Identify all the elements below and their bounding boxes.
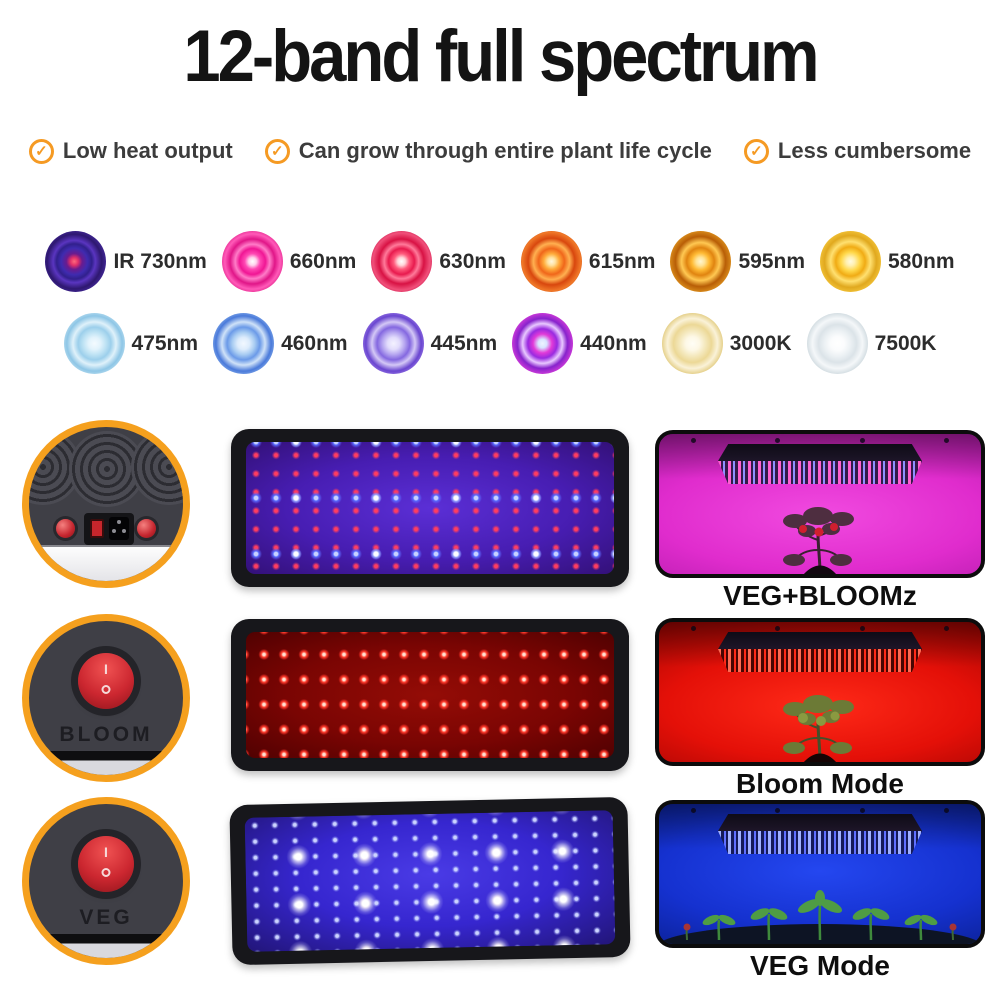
switch-on-mark: I bbox=[104, 844, 108, 860]
band-label: 615nm bbox=[588, 249, 656, 273]
band-label: 580nm bbox=[888, 249, 955, 273]
seedlings-illustration bbox=[659, 890, 981, 944]
band-label: 475nm bbox=[131, 331, 199, 355]
feature-list: ✓ Low heat output ✓ Can grow through ent… bbox=[0, 138, 1000, 164]
veg-switch-label: VEG bbox=[79, 906, 133, 929]
led-swatch-3000k bbox=[661, 313, 723, 374]
check-icon: ✓ bbox=[28, 138, 54, 164]
mode-caption-veg: VEG Mode bbox=[749, 950, 890, 981]
power-inlet bbox=[109, 517, 129, 540]
led-swatch-445 bbox=[362, 313, 424, 374]
hanging-grow-light bbox=[718, 632, 922, 672]
band-615: 615nm bbox=[520, 231, 656, 292]
band-630: 630nm bbox=[371, 231, 506, 292]
lamp-housing bbox=[718, 444, 922, 461]
mount-dots bbox=[691, 808, 949, 813]
lamp-led-face bbox=[718, 461, 922, 484]
spectrum-row-2: 475nm 460nm 445nm 440nm 3000K 7500K bbox=[0, 313, 1000, 374]
led-array-mixed bbox=[246, 442, 614, 574]
plant-illustration bbox=[783, 695, 854, 762]
band-445: 445nm bbox=[362, 313, 498, 374]
panel-edge bbox=[29, 545, 183, 581]
scene-veg-bloom bbox=[655, 430, 985, 578]
band-label: 445nm bbox=[430, 331, 498, 355]
switch-off-mark bbox=[101, 685, 111, 694]
feature-less-cumbersome: ✓ Less cumbersome bbox=[743, 138, 972, 164]
led-swatch-475 bbox=[63, 313, 125, 374]
lamp-led-face bbox=[718, 831, 922, 854]
page-title: 12-band full spectrum bbox=[183, 15, 819, 98]
band-440: 440nm bbox=[512, 313, 647, 374]
feature-low-heat: ✓ Low heat output bbox=[28, 138, 233, 164]
band-580: 580nm bbox=[820, 231, 955, 292]
check-icon: ✓ bbox=[264, 138, 290, 164]
plant-illustration bbox=[783, 507, 854, 574]
mount-dots bbox=[691, 626, 949, 631]
led-swatch-660 bbox=[221, 231, 283, 292]
led-swatch-615 bbox=[520, 231, 582, 292]
panel-edge bbox=[29, 751, 183, 775]
led-swatch-595 bbox=[670, 231, 732, 292]
led-panel-veg bbox=[229, 796, 631, 966]
led-panel-veg-bloom bbox=[231, 429, 629, 587]
bloom-switch-label: BLOOM bbox=[59, 723, 153, 746]
veg-rocker-switch: I bbox=[78, 836, 134, 892]
band-label: 440nm bbox=[580, 331, 647, 355]
switch-off-mark bbox=[101, 868, 111, 877]
led-swatch-ir730 bbox=[45, 231, 107, 292]
veg-button bbox=[56, 519, 75, 538]
feature-life-cycle: ✓ Can grow through entire plant life cyc… bbox=[264, 138, 712, 164]
band-595: 595nm bbox=[670, 231, 805, 292]
led-array-red bbox=[246, 632, 614, 758]
power-socket bbox=[84, 513, 134, 545]
hanging-grow-light bbox=[718, 814, 922, 854]
band-475: 475nm bbox=[63, 313, 199, 374]
led-panel-bloom bbox=[231, 619, 629, 771]
band-label: 7500K bbox=[874, 331, 937, 355]
mode-caption-veg-bloom: VEG+BLOOMz bbox=[723, 580, 917, 611]
band-label: 660nm bbox=[289, 249, 357, 273]
led-swatch-630 bbox=[371, 231, 433, 292]
mode-caption-bloom: Bloom Mode bbox=[736, 768, 904, 799]
band-label: 460nm bbox=[281, 331, 348, 355]
feature-label: Can grow through entire plant life cycle bbox=[298, 138, 712, 163]
scene-bloom-mode bbox=[655, 618, 985, 766]
bloom-button bbox=[137, 519, 156, 538]
lamp-housing bbox=[718, 632, 922, 649]
switch-on-mark: I bbox=[104, 661, 108, 677]
hanging-grow-light bbox=[718, 444, 922, 484]
band-label: 3000K bbox=[729, 331, 792, 355]
power-switch bbox=[90, 519, 104, 538]
mount-dots bbox=[691, 438, 949, 443]
scene-veg-mode bbox=[655, 800, 985, 948]
band-3000k: 3000K bbox=[661, 313, 792, 374]
led-array-blue bbox=[244, 810, 616, 952]
led-swatch-580 bbox=[820, 231, 881, 292]
band-label: 595nm bbox=[738, 249, 805, 273]
panel-edge bbox=[29, 934, 183, 958]
band-ir730: IR 730nm bbox=[45, 231, 207, 292]
band-label: IR 730nm bbox=[113, 249, 207, 273]
bloom-switch-detail-circle: I BLOOM bbox=[22, 614, 190, 782]
feature-label: Less cumbersome bbox=[777, 138, 972, 163]
back-panel-detail-circle: VEG POWER BLOOM bbox=[22, 420, 190, 588]
led-swatch-440 bbox=[512, 313, 574, 374]
lamp-led-face bbox=[718, 649, 922, 672]
veg-switch-detail-circle: I VEG bbox=[22, 797, 190, 965]
fan-grille-icon bbox=[131, 429, 183, 505]
check-icon: ✓ bbox=[743, 138, 769, 164]
band-label: 630nm bbox=[439, 249, 506, 273]
led-swatch-460 bbox=[213, 313, 275, 374]
band-660: 660nm bbox=[221, 231, 357, 292]
bloom-rocker-switch: I bbox=[78, 653, 134, 709]
band-460: 460nm bbox=[213, 313, 348, 374]
led-swatch-7500k bbox=[806, 313, 868, 374]
band-7500k: 7500K bbox=[806, 313, 937, 374]
lamp-housing bbox=[718, 814, 922, 831]
spectrum-row-1: IR 730nm 660nm 630nm 615nm 595nm 580nm bbox=[0, 231, 1000, 292]
spectrum-band-grid: IR 730nm 660nm 630nm 615nm 595nm 580nm bbox=[0, 231, 1000, 395]
feature-label: Low heat output bbox=[62, 138, 233, 163]
